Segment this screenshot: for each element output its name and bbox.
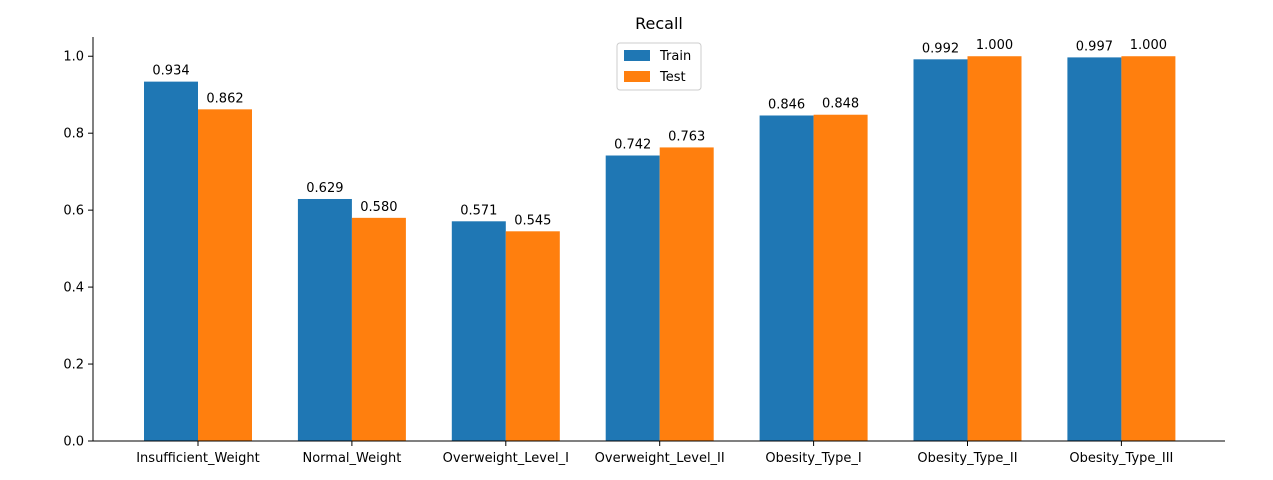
bar-value-label: 0.862 bbox=[206, 91, 243, 106]
legend: Train Test bbox=[616, 42, 702, 91]
bar-value-label: 0.848 bbox=[822, 97, 859, 112]
bar-test-obesity-type-iii bbox=[1121, 56, 1176, 441]
chart-title: Recall bbox=[635, 14, 683, 33]
bar-test-normal-weight bbox=[351, 217, 406, 441]
x-tick-label: Normal_Weight bbox=[302, 451, 401, 466]
y-tick-label: 0.2 bbox=[63, 358, 84, 373]
x-tick-label: Overweight_Level_II bbox=[595, 451, 725, 466]
bar-value-label: 0.846 bbox=[768, 97, 805, 112]
bar-test-insufficient-weight bbox=[198, 109, 252, 441]
bar-test-obesity-type-ii bbox=[967, 56, 1022, 441]
bar-test-overweight-level-ii bbox=[659, 147, 714, 441]
bar-value-label: 0.997 bbox=[1076, 39, 1113, 54]
bar-value-label: 0.763 bbox=[668, 129, 705, 144]
bar-train-overweight-level-ii bbox=[605, 155, 660, 442]
x-tick-label: Insufficient_Weight bbox=[136, 451, 260, 466]
bar-value-label: 1.000 bbox=[976, 38, 1013, 53]
bar-value-label: 1.000 bbox=[1130, 38, 1167, 53]
bar-train-overweight-level-i bbox=[451, 221, 506, 441]
bar-train-obesity-type-i bbox=[759, 115, 814, 442]
y-tick-label: 0.6 bbox=[63, 204, 84, 219]
legend-swatch-train bbox=[624, 50, 650, 61]
bar-train-normal-weight bbox=[297, 198, 352, 441]
bar-value-label: 0.934 bbox=[152, 64, 189, 79]
bars-group bbox=[144, 56, 1176, 442]
bar-test-overweight-level-i bbox=[505, 231, 560, 441]
bar-labels-group: 0.934 0.862 0.629 0.580 0.571 0.545 0.742 0.763… bbox=[152, 38, 1167, 228]
bar-value-label: 0.571 bbox=[460, 203, 497, 218]
bar-value-label: 0.992 bbox=[922, 41, 959, 56]
x-axis: Insufficient_Weight Normal_Weight Overweig… bbox=[93, 440, 1225, 466]
y-tick-label: 0.8 bbox=[63, 127, 84, 142]
y-tick-label: 1.0 bbox=[63, 50, 84, 65]
y-tick-label: 0.4 bbox=[63, 281, 84, 296]
bar-train-insufficient-weight bbox=[144, 81, 198, 441]
x-tick-label: Obesity_Type_II bbox=[917, 451, 1017, 466]
legend-swatch-test bbox=[624, 71, 650, 82]
y-tick-label: 0.0 bbox=[63, 435, 84, 450]
x-tick-label: Obesity_Type_III bbox=[1069, 451, 1173, 466]
legend-label-test: Test bbox=[659, 70, 686, 85]
x-tick-label: Obesity_Type_I bbox=[765, 451, 861, 466]
bar-train-obesity-type-iii bbox=[1067, 57, 1122, 441]
y-axis: 0.0 0.2 0.4 0.6 0.8 1.0 bbox=[63, 37, 94, 450]
legend-label-train: Train bbox=[659, 49, 691, 64]
bar-value-label: 0.629 bbox=[306, 181, 343, 196]
bar-value-label: 0.580 bbox=[360, 200, 397, 215]
bar-value-label: 0.545 bbox=[514, 213, 551, 228]
bar-train-obesity-type-ii bbox=[913, 59, 968, 441]
x-tick-label: Overweight_Level_I bbox=[443, 451, 569, 466]
bar-value-label: 0.742 bbox=[614, 138, 651, 153]
bar-test-obesity-type-i bbox=[813, 114, 868, 442]
